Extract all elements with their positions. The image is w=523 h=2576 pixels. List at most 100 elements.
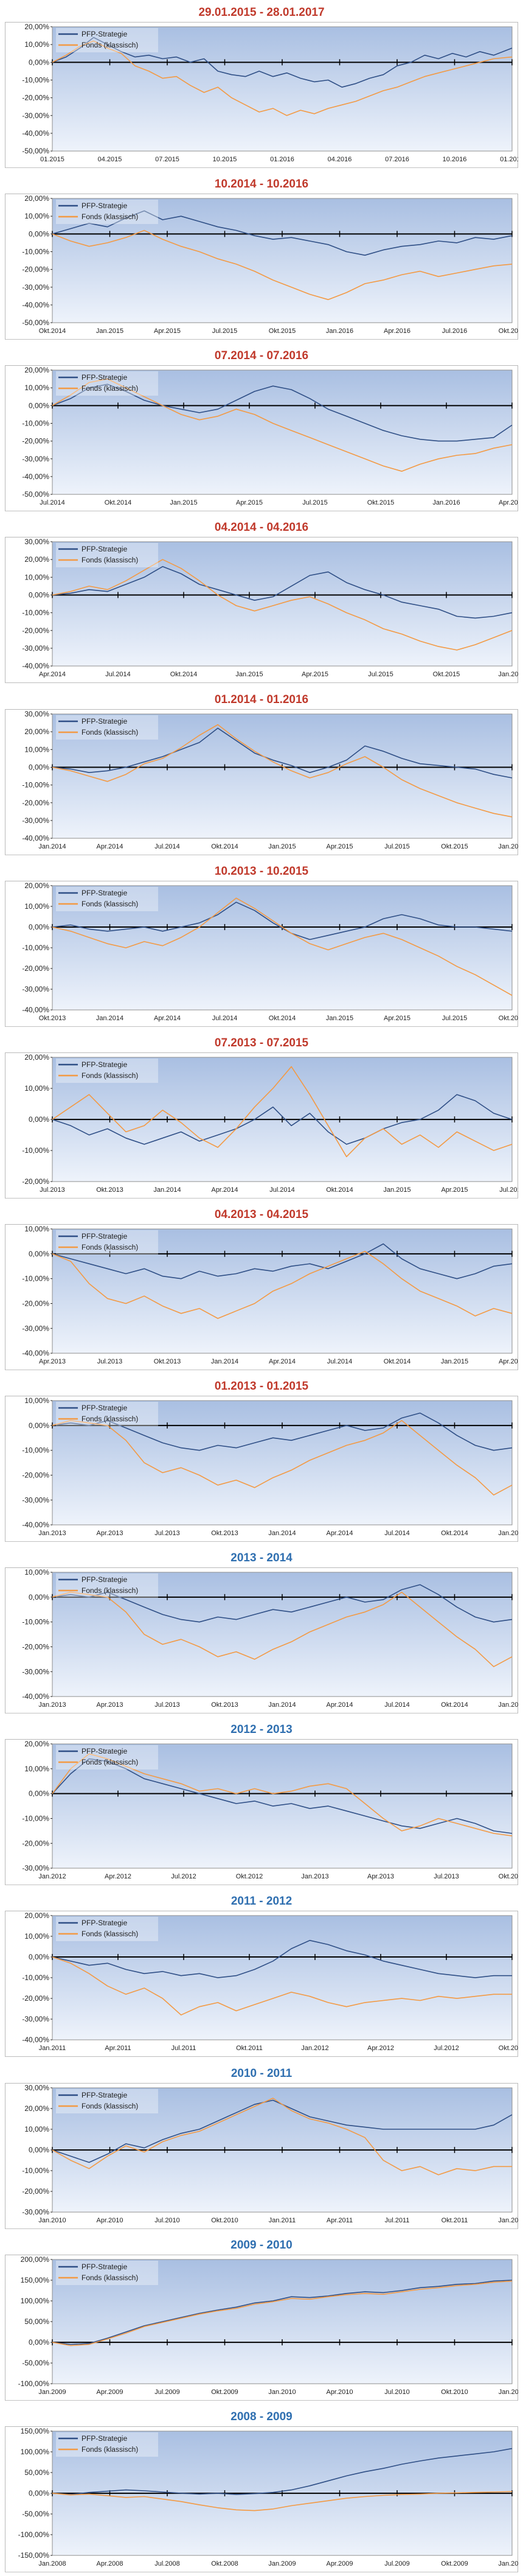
legend-label: PFP-Strategie: [81, 1575, 128, 1584]
y-tick-label: 10,00%: [24, 40, 49, 49]
y-tick-label: -30,00%: [22, 816, 49, 824]
x-tick-label: Apr.2009: [97, 2389, 123, 2396]
y-tick-label: -40,00%: [22, 1521, 49, 1529]
legend-label: Fonds (klassisch): [81, 41, 138, 49]
y-tick-label: -10,00%: [22, 248, 49, 256]
x-tick-label: Jan.2008: [38, 2560, 66, 2567]
chart-svg: 30,00% 20,00% 10,00% 0,00% -10,00% -20,00% -30…: [5, 2082, 518, 2229]
y-tick-label: -50,00%: [22, 2359, 49, 2367]
x-tick-label: Okt.2016: [499, 327, 518, 335]
x-tick-label: Jan.2015: [441, 1358, 468, 1365]
chart-title: 10.2014 - 10.2016: [214, 178, 309, 191]
chart-svg: 200,00% 150,00% 100,00% 50,00% 0,00% -50,00% -…: [5, 2254, 518, 2401]
legend-label: Fonds (klassisch): [81, 556, 138, 564]
y-tick-label: -30,00%: [22, 1864, 49, 1872]
legend: PFP-Strategie Fonds (klassisch): [56, 1230, 159, 1255]
chart-5: 10.2013 - 10.2015 20,00% 10,00% 0,00% -10,00…: [0, 859, 523, 1031]
y-tick-label: -20,00%: [22, 1643, 49, 1651]
x-tick-label: Jul.2015: [499, 1186, 518, 1194]
x-tick-label: Apr.2014: [269, 1358, 296, 1365]
x-tick-label: Apr.2015: [154, 327, 181, 335]
series-line-0: [52, 1759, 513, 1835]
y-tick-label: 0,00%: [29, 591, 49, 600]
y-tick-label: -40,00%: [22, 2036, 49, 2045]
x-tick-label: Apr.2015: [499, 1358, 518, 1365]
series-line-0: [52, 566, 513, 619]
chart-title: 04.2014 - 04.2016: [214, 521, 309, 534]
legend-label: PFP-Strategie: [81, 1747, 128, 1755]
x-tick-label: Apr.2013: [367, 1873, 394, 1880]
x-tick-label: 07.2015: [155, 156, 179, 163]
plot-area: [52, 2259, 513, 2384]
chart-8: 01.2013 - 01.2015 10,00% 0,00% -10,00% -20,0…: [0, 1374, 523, 1545]
y-tick-label: 0,00%: [29, 58, 49, 66]
y-tick-label: -50,00%: [22, 318, 49, 327]
series-line-0: [52, 210, 513, 256]
x-tick-label: Okt.2015: [367, 499, 395, 506]
legend-label: Fonds (klassisch): [81, 1586, 138, 1595]
series-line-0: [52, 383, 513, 442]
x-tick-label: Okt.2012: [236, 1873, 263, 1880]
legend: PFP-Strategie Fonds (klassisch): [56, 27, 159, 52]
chart-10: 2012 - 2013 20,00% 10,00% 0,00% -10,00% -20,0…: [0, 1717, 523, 1889]
y-tick-label: -10,00%: [22, 609, 49, 617]
x-tick-label: Jan.2015: [498, 1701, 518, 1709]
y-tick-label: 0,00%: [29, 1953, 49, 1961]
x-tick-label: Okt.2008: [211, 2560, 238, 2567]
x-tick-label: Jul.2013: [154, 1701, 180, 1709]
x-tick-label: Okt.2015: [441, 843, 468, 850]
y-tick-label: 20,00%: [24, 366, 49, 374]
legend-label: PFP-Strategie: [81, 2091, 128, 2099]
y-tick-label: -30,00%: [22, 1496, 49, 1504]
y-tick-label: 20,00%: [24, 1740, 49, 1748]
x-tick-label: Jul.2014: [105, 671, 131, 679]
x-tick-label: Jan.2016: [432, 499, 460, 506]
x-tick-label: Jul.2012: [171, 1873, 196, 1880]
chart-svg: 20,00% 10,00% 0,00% -10,00% -20,00% -30,00% -4…: [5, 1911, 518, 2057]
chart-svg: 30,00% 20,00% 10,00% 0,00% -10,00% -20,00% -30…: [5, 709, 518, 855]
y-tick-label: -20,00%: [22, 2187, 49, 2196]
x-tick-label: Okt.2014: [441, 1701, 468, 1709]
series-line-1: [52, 379, 513, 472]
x-tick-label: Okt.2014: [211, 843, 238, 850]
x-tick-label: Jul.2009: [384, 2560, 410, 2567]
legend-label: Fonds (klassisch): [81, 900, 138, 908]
x-tick-label: Jan.2010: [498, 2560, 518, 2567]
y-tick-label: 20,00%: [24, 1053, 49, 1062]
y-tick-label: 0,00%: [29, 1115, 49, 1124]
x-tick-label: 10.2016: [443, 156, 467, 163]
chart-title: 01.2013 - 01.2015: [214, 1380, 309, 1393]
y-tick-label: 20,00%: [24, 194, 49, 203]
series-line-0: [52, 1940, 512, 1979]
y-tick-label: 10,00%: [24, 383, 49, 392]
x-tick-label: Okt.2014: [39, 327, 66, 335]
x-tick-label: Apr.2014: [212, 1186, 238, 1194]
y-tick-label: 200,00%: [21, 2255, 50, 2264]
y-tick-label: -50,00%: [22, 490, 49, 499]
x-tick-label: Okt.2009: [441, 2560, 468, 2567]
chart-6: 07.2013 - 07.2015 20,00% 10,00% 0,00% -10,00…: [0, 1031, 523, 1202]
x-tick-label: Apr.2016: [384, 327, 410, 335]
legend: PFP-Strategie Fonds (klassisch): [56, 715, 159, 740]
y-tick-label: -20,00%: [22, 1995, 49, 2003]
chart-svg: 20,00% 10,00% 0,00% -10,00% -20,00% -30,00% -4…: [5, 880, 518, 1027]
chart-title: 04.2013 - 04.2015: [214, 1208, 309, 1221]
y-tick-label: 0,00%: [29, 1250, 49, 1258]
y-tick-label: -100,00%: [18, 2379, 50, 2388]
y-tick-label: -40,00%: [22, 1006, 49, 1014]
plot-area: [52, 1743, 513, 1869]
x-tick-label: Okt.2009: [211, 2389, 238, 2396]
x-tick-label: Jul.2010: [154, 2217, 180, 2224]
y-tick-label: 50,00%: [24, 2317, 49, 2326]
y-tick-label: -30,00%: [22, 283, 49, 292]
x-tick-label: Okt.2015: [269, 327, 296, 335]
x-tick-label: Okt.2014: [170, 671, 198, 679]
x-tick-label: Jan.2015: [498, 1530, 518, 1537]
y-tick-label: -40,00%: [22, 1692, 49, 1701]
x-tick-label: Jul.2015: [302, 499, 328, 506]
chart-title: 10.2013 - 10.2015: [214, 864, 309, 878]
y-tick-label: -10,00%: [22, 75, 49, 84]
chart-3: 04.2014 - 04.2016 30,00% 20,00% 10,00% 0,00%…: [0, 515, 523, 687]
series-line-1: [52, 2491, 513, 2511]
chart-svg: 30,00% 20,00% 10,00% 0,00% -10,00% -20,00% -30…: [5, 537, 518, 684]
